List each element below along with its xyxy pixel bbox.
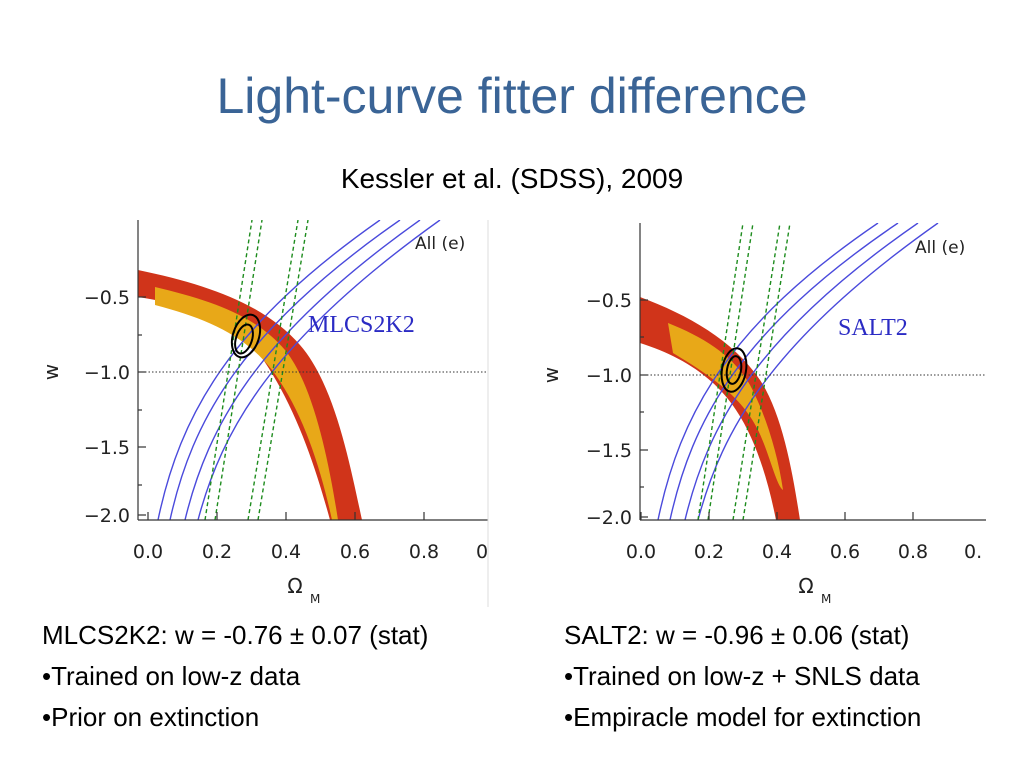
caption-salt2: SALT2: w = -0.96 ± 0.06 (stat) •Trained …	[564, 615, 921, 738]
y-axis-label: w	[539, 367, 563, 383]
caption-result-line: MLCS2K2: w = -0.76 ± 0.07 (stat)	[42, 620, 429, 650]
caption-result-line: SALT2: w = -0.96 ± 0.06 (stat)	[564, 620, 910, 650]
combined-contour-outer	[720, 347, 748, 393]
combined-contour-inner	[725, 355, 743, 385]
panel-tag: All (e)	[415, 234, 465, 254]
caption-bullet: •Trained on low-z data	[42, 661, 301, 691]
inner-contour-68	[668, 323, 783, 490]
combined-contour-outer	[230, 313, 262, 359]
xtick-label: 0.8	[898, 541, 928, 563]
panel-tag: All (e)	[915, 238, 965, 258]
bao-constraint-lines	[204, 220, 309, 520]
contour-plot-mlcs2k2: −0.5 −1.0 −1.5 −2.0 0.0 0.2 0.4 0.6 0.8 …	[40, 220, 490, 607]
bao-constraint-lines	[697, 223, 791, 520]
ytick-label: −2.0	[84, 505, 130, 527]
contour-plot-salt2: −0.5 −1.0 −1.5 −2.0 0.0 0.2 0.4 0.6 0.8 …	[539, 223, 986, 606]
xtick-label: 0.6	[340, 541, 370, 563]
ytick-label: −1.5	[84, 437, 130, 459]
ytick-label: −2.0	[586, 507, 632, 529]
cmb-constraint-lines	[657, 223, 939, 520]
xtick-label: 0.6	[830, 541, 860, 563]
xtick-label: 0.2	[202, 541, 232, 563]
xtick-label: 0.0	[133, 541, 163, 563]
figure-salt2: −0.5 −1.0 −1.5 −2.0 0.0 0.2 0.4 0.6 0.8 …	[538, 215, 988, 607]
plot-area	[640, 223, 986, 520]
caption-bullet: •Empiracle model for extinction	[564, 702, 922, 732]
figure-mlcs2k2: −0.5 −1.0 −1.5 −2.0 0.0 0.2 0.4 0.6 0.8 …	[40, 215, 490, 607]
slide-title: Light-curve fitter difference	[216, 68, 808, 124]
x-axis-label-subscript: M	[821, 592, 831, 606]
ytick-label: −1.0	[586, 365, 632, 387]
cmb-constraint-lines	[157, 220, 441, 520]
xtick-label: 0.8	[409, 541, 439, 563]
slide-subtitle: Kessler et al. (SDSS), 2009	[340, 163, 684, 194]
x-axis-label: Ω	[287, 574, 302, 598]
fitter-label: MLCS2K2	[308, 312, 415, 338]
x-axis-label-subscript: M	[310, 592, 320, 606]
caption-bullet: •Trained on low-z + SNLS data	[564, 661, 920, 691]
xtick-label: 0.4	[271, 541, 301, 563]
combined-contour-inner	[234, 323, 254, 355]
fitter-label: SALT2	[838, 315, 908, 341]
xtick-label: 0.	[964, 541, 982, 563]
inner-contour-68	[155, 287, 338, 520]
caption-mlcs2k2: MLCS2K2: w = -0.76 ± 0.07 (stat) •Traine…	[42, 615, 428, 738]
x-axis-label: Ω	[798, 574, 813, 598]
xtick-label: 0.4	[762, 541, 792, 563]
ytick-label: −1.5	[586, 440, 632, 462]
ytick-label: −0.5	[586, 290, 632, 312]
ytick-label: −0.5	[84, 287, 130, 309]
xtick-label: 0.0	[626, 541, 656, 563]
xtick-label: 0.	[476, 541, 490, 563]
caption-bullet: •Prior on extinction	[42, 702, 260, 732]
ytick-label: −1.0	[84, 362, 130, 384]
xtick-label: 0.2	[694, 541, 724, 563]
y-axis-label: w	[40, 364, 63, 380]
